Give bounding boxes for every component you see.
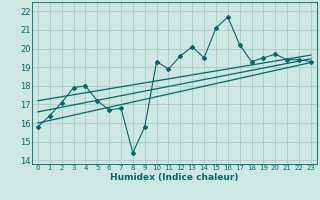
X-axis label: Humidex (Indice chaleur): Humidex (Indice chaleur): [110, 173, 239, 182]
